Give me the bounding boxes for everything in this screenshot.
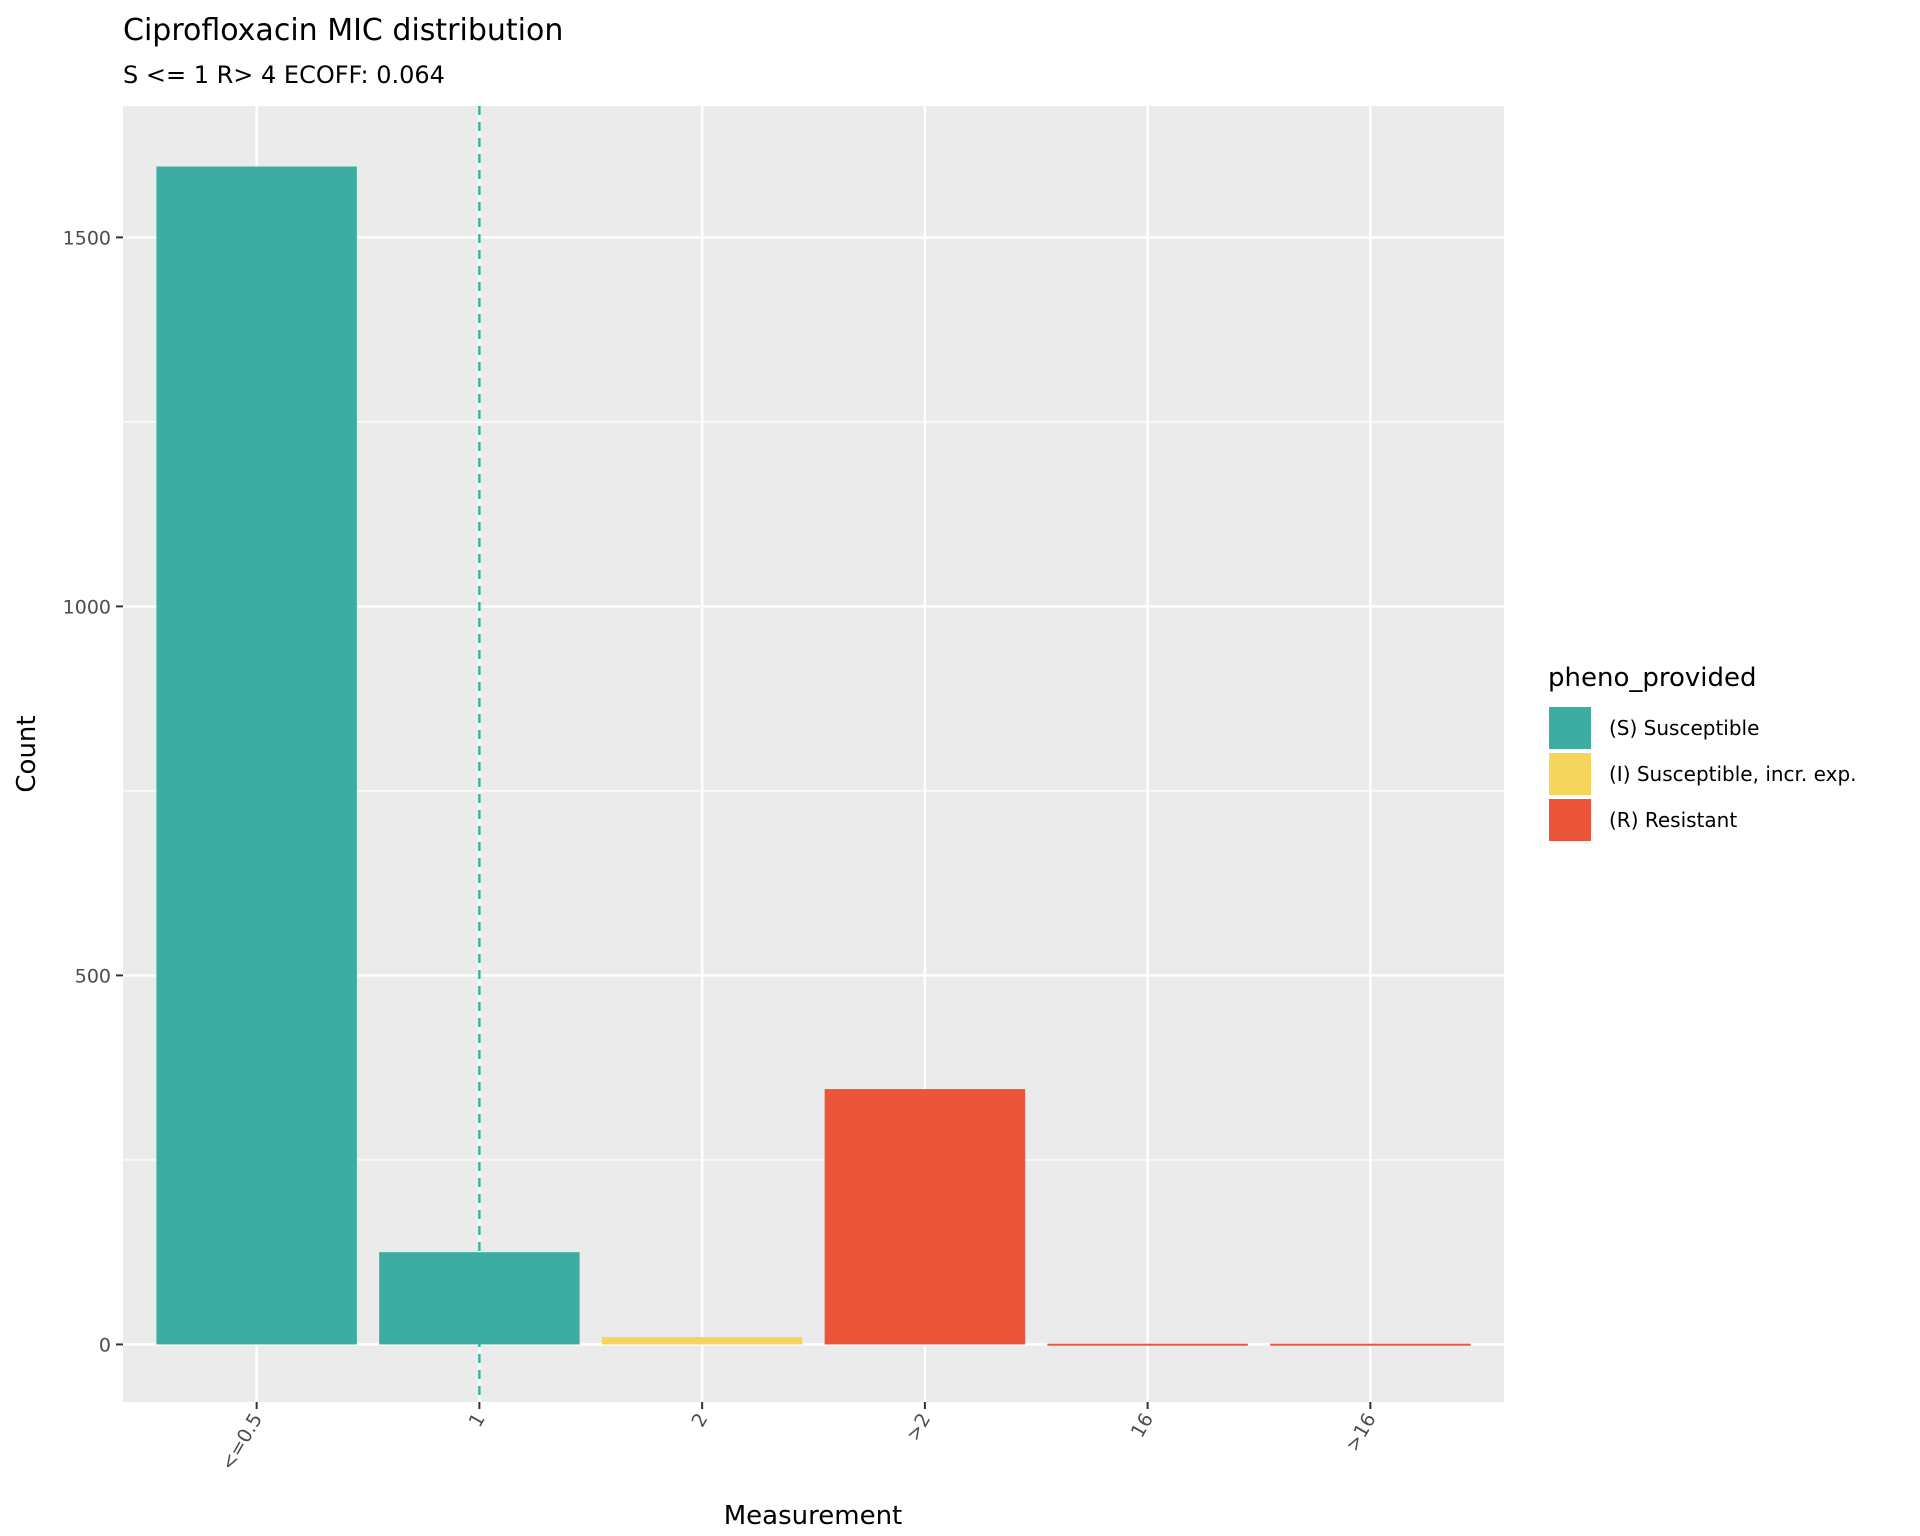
legend: pheno_provided (S) Susceptible (I) Suscep…: [1547, 663, 1857, 843]
bar: [601, 1337, 803, 1345]
x-axis-label: Measurement: [724, 1501, 903, 1531]
legend-swatch: [1547, 751, 1593, 797]
legend-swatch: [1547, 797, 1593, 843]
x-axis: <=0.5 1 2 >2 16 >16: [217, 1402, 1381, 1474]
y-tick-label: 500: [75, 965, 111, 987]
y-axis-label: Count: [12, 715, 42, 792]
x-tick-label: <=0.5: [217, 1410, 267, 1475]
bar: [1047, 1343, 1248, 1346]
y-axis: 0 500 1000 1500: [63, 227, 123, 1356]
x-tick-label: >16: [1342, 1410, 1381, 1456]
legend-label: (S) Susceptible: [1609, 716, 1759, 740]
bars-layer: [156, 166, 1471, 1346]
legend-label: (R) Resistant: [1609, 808, 1737, 832]
y-tick-label: 1000: [63, 596, 111, 618]
y-tick-label: 0: [99, 1334, 111, 1356]
y-tick-label: 1500: [63, 227, 111, 249]
legend-entries: (S) Susceptible (I) Susceptible, incr. ex…: [1547, 705, 1857, 843]
legend-title: pheno_provided: [1548, 663, 1757, 693]
bar: [1270, 1343, 1471, 1346]
x-tick-label: 1: [465, 1410, 490, 1431]
bar: [824, 1089, 1026, 1345]
legend-swatch: [1547, 705, 1593, 751]
x-tick-label: 2: [687, 1410, 712, 1431]
legend-label: (I) Susceptible, incr. exp.: [1609, 762, 1857, 786]
x-tick-label: >2: [902, 1410, 935, 1445]
chart-subtitle: S <= 1 R> 4 ECOFF: 0.064: [123, 61, 445, 89]
bar: [156, 166, 357, 1345]
x-tick-label: 16: [1127, 1410, 1158, 1442]
chart-title: Ciprofloxacin MIC distribution: [123, 13, 563, 48]
